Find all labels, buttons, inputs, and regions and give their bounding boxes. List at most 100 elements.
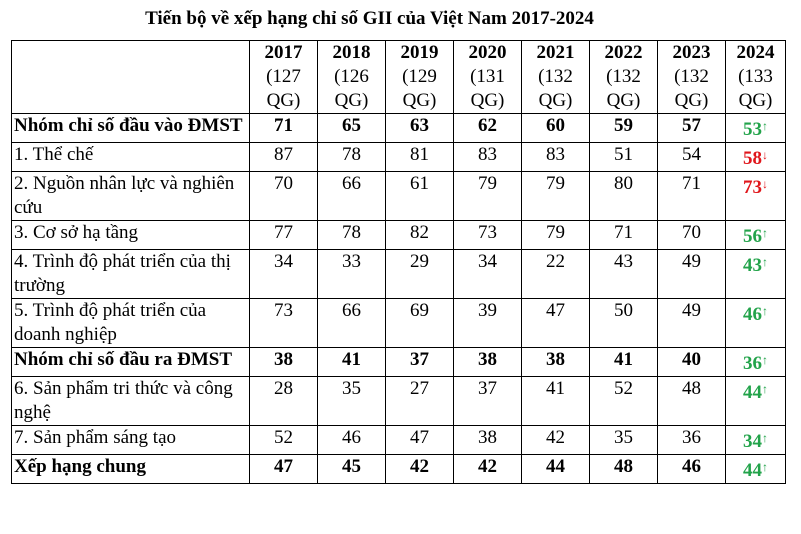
indicator-name: 2. Nguồn nhân lực và nghiên cứu bbox=[11, 171, 250, 221]
rank-2024-value: 73 bbox=[743, 177, 762, 198]
country-count-line1: (133 bbox=[738, 66, 773, 87]
rank-2024-value: 44 bbox=[743, 460, 762, 481]
arrow-up-icon: ↑ bbox=[762, 460, 768, 474]
year-label: 2024 bbox=[736, 42, 775, 63]
rank-cell: 73 bbox=[249, 298, 318, 348]
table-row: 2. Nguồn nhân lực và nghiên cứu 70 66 61 79 7… bbox=[11, 171, 786, 221]
rank-cell: 38 bbox=[249, 347, 318, 377]
rank-2024-value: 34 bbox=[743, 431, 762, 452]
table-row: 1. Thể chế 87 78 81 83 83 51 54 58↓ bbox=[11, 142, 786, 172]
rank-cell: 71 bbox=[589, 220, 658, 250]
table-row: 7. Sản phẩm sáng tạo 52 46 47 38 42 35 36 34↑ bbox=[11, 425, 786, 455]
rank-cell: 22 bbox=[521, 249, 590, 299]
rank-2024-cell: 58↓ bbox=[725, 142, 786, 172]
rank-cell: 51 bbox=[589, 142, 658, 172]
arrow-up-icon: ↑ bbox=[762, 431, 768, 445]
rank-2024-value: 44 bbox=[743, 382, 762, 403]
rank-cell: 79 bbox=[453, 171, 522, 221]
rank-cell: 34 bbox=[249, 249, 318, 299]
rank-cell: 83 bbox=[453, 142, 522, 172]
rank-cell: 47 bbox=[521, 298, 590, 348]
rank-cell: 48 bbox=[657, 376, 726, 426]
country-count-line1: (127 bbox=[266, 66, 301, 87]
arrow-up-icon: ↑ bbox=[762, 353, 768, 367]
rank-2024-value: 53 bbox=[743, 119, 762, 140]
rank-cell: 66 bbox=[317, 171, 386, 221]
rank-cell: 41 bbox=[589, 347, 658, 377]
rank-cell: 43 bbox=[589, 249, 658, 299]
gii-ranking-table: 2017 (127 QG) 2018 (126 QG) 2019 (129 QG) 2020 (13… bbox=[11, 40, 786, 484]
rank-cell: 36 bbox=[657, 425, 726, 455]
rank-cell: 87 bbox=[249, 142, 318, 172]
header-corner-cell bbox=[11, 40, 250, 114]
rank-2024-value: 56 bbox=[743, 226, 762, 247]
rank-cell: 52 bbox=[249, 425, 318, 455]
rank-cell: 37 bbox=[453, 376, 522, 426]
arrow-up-icon: ↑ bbox=[762, 255, 768, 269]
year-label: 2020 bbox=[468, 42, 507, 63]
rank-cell: 42 bbox=[521, 425, 590, 455]
year-label: 2017 bbox=[264, 42, 303, 63]
rank-cell: 28 bbox=[249, 376, 318, 426]
rank-cell: 77 bbox=[249, 220, 318, 250]
year-label: 2018 bbox=[332, 42, 371, 63]
rank-cell: 47 bbox=[385, 425, 454, 455]
rank-2024-cell: 53↑ bbox=[725, 113, 786, 143]
indicator-name: 6. Sản phẩm tri thức và công nghệ bbox=[11, 376, 250, 426]
rank-cell: 46 bbox=[657, 454, 726, 484]
table-row: Nhóm chỉ số đầu vào ĐMST 71 65 63 62 60 59 57 53… bbox=[11, 113, 786, 143]
arrow-down-icon: ↓ bbox=[762, 177, 768, 191]
year-header-2019: 2019 (129 QG) bbox=[385, 40, 454, 114]
rank-cell: 50 bbox=[589, 298, 658, 348]
rank-cell: 62 bbox=[453, 113, 522, 143]
rank-cell: 71 bbox=[249, 113, 318, 143]
country-count-line1: (132 bbox=[606, 66, 641, 87]
indicator-name: 7. Sản phẩm sáng tạo bbox=[11, 425, 250, 455]
rank-cell: 70 bbox=[657, 220, 726, 250]
indicator-name: 3. Cơ sở hạ tầng bbox=[11, 220, 250, 250]
year-header-2022: 2022 (132 QG) bbox=[589, 40, 658, 114]
rank-cell: 38 bbox=[453, 425, 522, 455]
year-header-2021: 2021 (132 QG) bbox=[521, 40, 590, 114]
rank-cell: 73 bbox=[453, 220, 522, 250]
indicator-name: Nhóm chỉ số đầu vào ĐMST bbox=[11, 113, 250, 143]
arrow-up-icon: ↑ bbox=[762, 382, 768, 396]
table-row: 3. Cơ sở hạ tầng 77 78 82 73 79 71 70 56↑ bbox=[11, 220, 786, 250]
year-header-2024: 2024 (133 QG) bbox=[725, 40, 786, 114]
rank-cell: 80 bbox=[589, 171, 658, 221]
rank-cell: 34 bbox=[453, 249, 522, 299]
rank-cell: 60 bbox=[521, 113, 590, 143]
country-count-line1: (132 bbox=[674, 66, 709, 87]
rank-cell: 38 bbox=[453, 347, 522, 377]
rank-cell: 41 bbox=[521, 376, 590, 426]
rank-cell: 48 bbox=[589, 454, 658, 484]
arrow-up-icon: ↑ bbox=[762, 226, 768, 240]
year-header-2017: 2017 (127 QG) bbox=[249, 40, 318, 114]
rank-cell: 63 bbox=[385, 113, 454, 143]
country-count-line2: QG) bbox=[674, 90, 709, 111]
rank-cell: 27 bbox=[385, 376, 454, 426]
rank-cell: 41 bbox=[317, 347, 386, 377]
rank-cell: 42 bbox=[385, 454, 454, 484]
rank-cell: 45 bbox=[317, 454, 386, 484]
rank-cell: 81 bbox=[385, 142, 454, 172]
rank-cell: 39 bbox=[453, 298, 522, 348]
indicator-name: 5. Trình độ phát triển của doanh nghiệp bbox=[11, 298, 250, 348]
rank-2024-value: 58 bbox=[743, 148, 762, 169]
country-count-line2: QG) bbox=[402, 90, 437, 111]
header-row: 2017 (127 QG) 2018 (126 QG) 2019 (129 QG) 2020 (13… bbox=[11, 40, 786, 114]
rank-cell: 52 bbox=[589, 376, 658, 426]
indicator-name: 1. Thể chế bbox=[11, 142, 250, 172]
arrow-down-icon: ↓ bbox=[762, 148, 768, 162]
rank-cell: 71 bbox=[657, 171, 726, 221]
country-count-line2: QG) bbox=[266, 90, 301, 111]
rank-cell: 83 bbox=[521, 142, 590, 172]
rank-cell: 40 bbox=[657, 347, 726, 377]
rank-cell: 37 bbox=[385, 347, 454, 377]
rank-cell: 42 bbox=[453, 454, 522, 484]
table-row: Xếp hạng chung 47 45 42 42 44 48 46 44↑ bbox=[11, 454, 786, 484]
year-header-2018: 2018 (126 QG) bbox=[317, 40, 386, 114]
rank-cell: 70 bbox=[249, 171, 318, 221]
year-label: 2023 bbox=[672, 42, 711, 63]
rank-cell: 35 bbox=[317, 376, 386, 426]
